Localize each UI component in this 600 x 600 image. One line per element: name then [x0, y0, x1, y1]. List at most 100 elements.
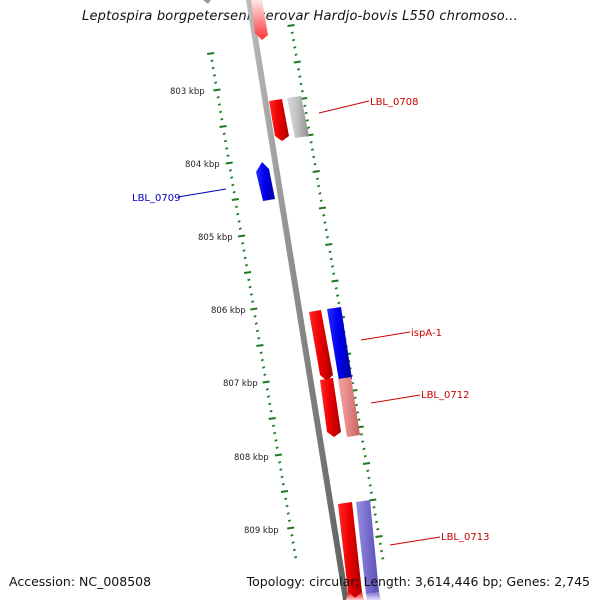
- ruler-minor-tick: [293, 46, 297, 49]
- ruler-minor-tick: [292, 548, 296, 552]
- ruler-minor-tick: [291, 38, 296, 42]
- gene-lbl0712-red[interactable]: [320, 378, 341, 437]
- ruler-minor-tick: [369, 491, 374, 495]
- ruler-major-tick: [375, 535, 383, 538]
- gene-lbl0713-red[interactable]: [338, 502, 362, 598]
- ruler-major-tick: [287, 24, 295, 27]
- gene-label-lbl0709[interactable]: LBL_0709: [132, 193, 180, 204]
- tick-label-808: 808 kbp: [234, 453, 269, 463]
- ruler-minor-tick: [330, 265, 335, 268]
- ruler-minor-tick: [268, 402, 272, 406]
- ruler-minor-tick: [376, 527, 380, 531]
- gene-ispa1-red[interactable]: [309, 310, 333, 381]
- ruler-minor-tick: [304, 111, 308, 115]
- ruler-minor-tick: [373, 513, 377, 516]
- ruler-minor-tick: [319, 199, 323, 203]
- ruler-minor-tick: [218, 110, 223, 114]
- ruler-minor-tick: [298, 75, 302, 78]
- ruler-minor-tick: [273, 431, 277, 435]
- ruler-minor-tick: [217, 103, 221, 106]
- ruler-minor-tick: [356, 411, 360, 414]
- ruler-minor-tick: [357, 418, 361, 422]
- gene-partial-top-grey: [203, 0, 211, 4]
- gene-lbl0712-pink[interactable]: [338, 377, 360, 437]
- ruler-minor-tick: [361, 440, 365, 443]
- gene-label-lbl0712[interactable]: LBL_0712: [421, 390, 469, 401]
- ruler-minor-tick: [324, 228, 328, 232]
- ruler-minor-tick: [325, 235, 330, 239]
- ruler-minor-tick: [307, 126, 311, 130]
- ruler-major-tick: [325, 243, 333, 246]
- leader-lbl0709: [177, 188, 227, 198]
- ruler-minor-tick: [294, 555, 298, 559]
- ruler-minor-tick: [241, 241, 245, 245]
- ruler-major-tick: [225, 161, 233, 165]
- ruler-major-tick: [213, 88, 221, 92]
- ruler-minor-tick: [294, 53, 298, 57]
- ruler-major-tick: [293, 60, 301, 64]
- gene-label-ispa1[interactable]: ispA-1: [411, 328, 442, 339]
- ruler-major-tick: [207, 52, 215, 55]
- gene-label-group: LBL_0708 LBL_0709 ispA-1 LBL_0712 LBL_07…: [132, 97, 489, 543]
- gene-lbl0708-grey[interactable]: [287, 96, 309, 138]
- gene-lbl0708-red[interactable]: [269, 99, 289, 141]
- ruler-minor-tick: [263, 373, 267, 377]
- ruler-minor-tick: [322, 213, 326, 217]
- ruler-minor-tick: [216, 95, 220, 99]
- ruler-minor-tick: [285, 504, 289, 508]
- gene-leader-lines: [177, 100, 441, 546]
- tick-label-809: 809 kbp: [244, 526, 279, 536]
- ruler-minor-tick: [220, 117, 224, 121]
- ruler-minor-tick: [305, 119, 309, 122]
- ruler-minor-tick: [318, 192, 322, 195]
- ruler-major-tick: [331, 279, 339, 283]
- ruler-minor-tick: [278, 460, 282, 464]
- ruler-minor-tick: [334, 286, 338, 290]
- ruler-minor-tick: [226, 154, 230, 158]
- ruler-minor-tick: [368, 484, 372, 487]
- ruler-minor-tick: [249, 293, 253, 296]
- ruler-minor-tick: [244, 263, 249, 267]
- ruler-minor-tick: [312, 155, 316, 159]
- ruler-minor-tick: [296, 67, 301, 71]
- ruler-minor-tick: [366, 469, 370, 473]
- gene-ispa1-blue[interactable]: [327, 307, 352, 381]
- ruler-major-tick: [318, 206, 327, 210]
- chromosome-backbone: [246, 0, 349, 600]
- gene-lbl0709-blue[interactable]: [256, 162, 275, 201]
- ruler-major-tick: [231, 198, 239, 201]
- ruler-minor-tick: [237, 220, 241, 223]
- ruler-major-tick: [243, 271, 252, 274]
- ruler-minor-tick: [279, 468, 283, 471]
- ruler-minor-tick: [230, 176, 234, 179]
- ruler-minor-tick: [280, 475, 284, 479]
- ruler-minor-tick: [287, 519, 292, 523]
- ruler-minor-tick: [286, 512, 290, 515]
- gene-lbl0713-lavender[interactable]: [356, 500, 379, 594]
- ruler-major-tick: [312, 170, 320, 173]
- ruler-minor-tick: [232, 190, 236, 194]
- ruler-minor-tick: [236, 212, 240, 216]
- ruler-minor-tick: [337, 301, 341, 305]
- ruler-major-tick: [268, 417, 276, 420]
- leader-ispa1: [360, 331, 411, 341]
- ruler-minor-tick: [255, 329, 260, 333]
- ruler-minor-tick: [269, 409, 273, 413]
- ruler-minor-tick: [354, 403, 359, 407]
- ruler-minor-tick: [225, 147, 229, 150]
- ruler-minor-tick: [222, 132, 226, 136]
- ruler-minor-tick: [260, 358, 264, 362]
- ruler-minor-tick: [231, 183, 235, 187]
- ruler-minor-tick: [329, 257, 333, 261]
- ruler-minor-tick: [372, 505, 376, 509]
- ruler-minor-tick: [328, 250, 332, 254]
- gene-partial-top-pink[interactable]: [251, 0, 268, 40]
- ruler-minor-tick: [309, 140, 313, 144]
- tick-label-803: 803 kbp: [170, 87, 205, 97]
- ruler-minor-tick: [257, 336, 261, 340]
- inner-tick-track: [207, 52, 298, 559]
- gene-label-lbl0713[interactable]: LBL_0713: [441, 532, 489, 543]
- ruler-major-tick: [256, 344, 264, 347]
- gene-label-lbl0708[interactable]: LBL_0708: [370, 97, 418, 108]
